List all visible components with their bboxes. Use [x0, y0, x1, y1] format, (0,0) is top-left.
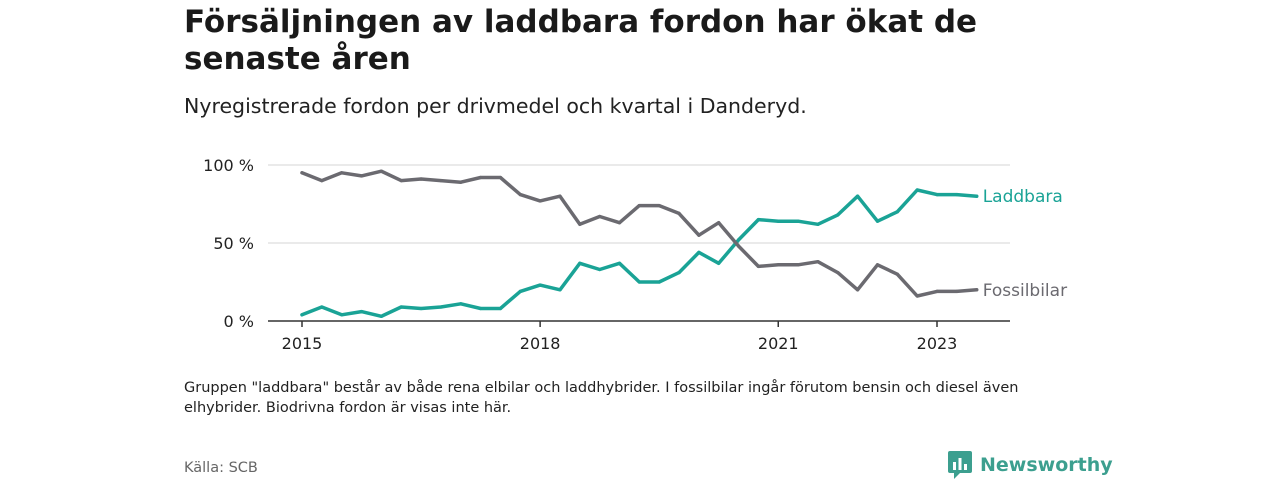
data-point-fossilbilar — [915, 294, 919, 298]
data-point-laddbara — [558, 288, 562, 292]
data-point-laddbara — [816, 222, 820, 226]
data-point-fossilbilar — [657, 204, 661, 208]
data-point-laddbara — [697, 250, 701, 254]
data-point-laddbara — [637, 280, 641, 284]
data-point-fossilbilar — [617, 221, 622, 225]
data-point-fossilbilar — [300, 171, 304, 175]
data-point-laddbara — [359, 310, 364, 314]
data-point-fossilbilar — [419, 177, 423, 181]
data-point-laddbara — [955, 193, 959, 197]
data-point-fossilbilar — [756, 264, 761, 268]
data-point-laddbara — [935, 193, 939, 197]
data-point-fossilbilar — [856, 288, 860, 292]
y-tick-label: 0 % — [224, 312, 254, 331]
brand-name: Newsworthy — [980, 454, 1113, 476]
data-point-fossilbilar — [796, 263, 800, 267]
data-point-fossilbilar — [637, 204, 641, 208]
data-point-fossilbilar — [875, 263, 880, 267]
data-point-fossilbilar — [836, 271, 840, 275]
data-point-laddbara — [518, 289, 522, 293]
chart-title: Försäljningen av laddbara fordon har öka… — [184, 4, 978, 77]
data-point-laddbara — [975, 194, 979, 198]
legend-label-fossilbilar: Fossilbilar — [983, 281, 1067, 301]
data-point-laddbara — [379, 314, 383, 318]
data-point-fossilbilar — [717, 221, 721, 225]
y-tick-label: 100 % — [203, 156, 254, 175]
data-point-laddbara — [915, 188, 919, 192]
data-point-fossilbilar — [459, 180, 463, 184]
data-point-laddbara — [320, 305, 324, 309]
data-point-fossilbilar — [955, 289, 959, 293]
data-point-fossilbilar — [498, 175, 502, 180]
data-point-laddbara — [617, 261, 622, 265]
data-point-laddbara — [776, 219, 780, 223]
data-point-laddbara — [598, 267, 602, 272]
data-point-fossilbilar — [558, 194, 562, 198]
chart-subtitle: Nyregistrerade fordon per drivmedel och … — [184, 94, 807, 118]
data-point-laddbara — [737, 238, 741, 242]
source-label: Källa: SCB — [184, 460, 258, 476]
series-line-laddbara — [300, 188, 979, 319]
legend-label-laddbara: Laddbara — [983, 187, 1063, 207]
data-point-laddbara — [796, 219, 800, 223]
data-point-laddbara — [856, 194, 860, 198]
data-point-laddbara — [677, 271, 681, 275]
data-point-fossilbilar — [479, 175, 483, 180]
chart-footnote: Gruppen "laddbara" består av både rena e… — [184, 380, 1019, 416]
x-tick-label: 2023 — [917, 334, 958, 353]
data-point-laddbara — [399, 305, 403, 309]
data-point-laddbara — [538, 283, 542, 287]
data-point-fossilbilar — [737, 244, 741, 248]
data-point-fossilbilar — [518, 193, 522, 197]
data-point-fossilbilar — [697, 233, 701, 237]
x-tick-label: 2021 — [758, 334, 799, 353]
data-point-fossilbilar — [379, 169, 383, 173]
data-point-laddbara — [657, 280, 661, 284]
data-point-fossilbilar — [399, 179, 403, 183]
data-point-fossilbilar — [598, 214, 602, 219]
data-point-laddbara — [439, 305, 443, 309]
newsworthy-logo[interactable]: Newsworthy — [948, 451, 1113, 479]
data-point-fossilbilar — [538, 199, 542, 203]
data-point-fossilbilar — [816, 260, 820, 264]
data-point-laddbara — [479, 306, 483, 311]
data-point-laddbara — [875, 219, 880, 223]
x-tick-label: 2015 — [282, 334, 323, 353]
line-chart: 0 % 50 % 100 % 2015 2018 2021 2023 Laddbara Foss… — [203, 156, 1067, 353]
data-point-laddbara — [340, 313, 344, 317]
x-tick-label: 2018 — [520, 334, 561, 353]
data-point-laddbara — [578, 261, 582, 265]
data-point-laddbara — [498, 306, 502, 311]
data-point-laddbara — [895, 210, 899, 214]
data-point-fossilbilar — [340, 171, 344, 175]
data-point-laddbara — [459, 302, 463, 306]
data-point-fossilbilar — [320, 179, 324, 183]
y-tick-label: 50 % — [213, 234, 254, 253]
data-point-fossilbilar — [677, 211, 681, 215]
data-point-fossilbilar — [895, 272, 899, 276]
data-point-fossilbilar — [439, 179, 443, 183]
data-point-fossilbilar — [578, 222, 582, 226]
data-point-fossilbilar — [935, 289, 939, 293]
data-point-fossilbilar — [359, 174, 364, 178]
data-point-laddbara — [300, 313, 304, 317]
data-point-laddbara — [419, 306, 423, 311]
newsworthy-icon — [948, 451, 972, 479]
data-point-laddbara — [756, 218, 761, 222]
data-point-fossilbilar — [776, 263, 780, 267]
series-line-fossilbilar — [300, 169, 979, 298]
data-point-laddbara — [717, 261, 721, 265]
data-point-fossilbilar — [975, 288, 979, 292]
data-point-laddbara — [836, 213, 840, 217]
